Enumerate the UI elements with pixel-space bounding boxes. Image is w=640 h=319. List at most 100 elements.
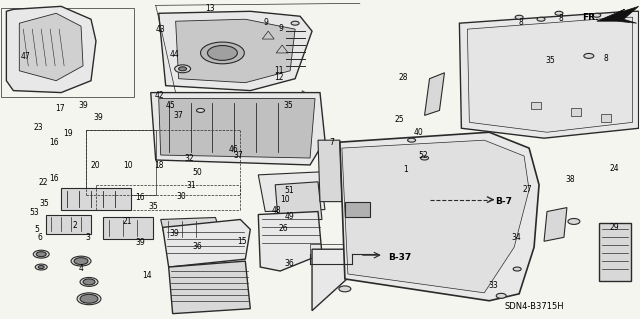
Text: 7: 7 — [329, 137, 334, 147]
Bar — [1, 8, 134, 97]
Circle shape — [80, 294, 98, 303]
Polygon shape — [151, 93, 325, 165]
Text: 35: 35 — [284, 101, 293, 110]
Text: 23: 23 — [33, 123, 43, 132]
Text: 16: 16 — [49, 137, 58, 147]
Text: 36: 36 — [285, 259, 294, 268]
Polygon shape — [531, 101, 541, 109]
Text: 49: 49 — [285, 212, 294, 221]
Text: 37: 37 — [173, 111, 184, 120]
Circle shape — [38, 266, 44, 269]
Text: 20: 20 — [91, 161, 100, 170]
Polygon shape — [424, 73, 444, 115]
Text: 35: 35 — [546, 56, 556, 65]
Text: 45: 45 — [165, 101, 175, 110]
Text: 37: 37 — [234, 151, 243, 160]
Polygon shape — [179, 99, 236, 115]
Text: 8: 8 — [559, 14, 563, 23]
Circle shape — [515, 15, 523, 19]
Text: 10: 10 — [123, 161, 132, 170]
Circle shape — [200, 42, 244, 64]
Bar — [86, 130, 156, 195]
Circle shape — [74, 258, 88, 264]
Text: 27: 27 — [522, 185, 532, 194]
Circle shape — [36, 252, 46, 257]
Circle shape — [291, 21, 299, 25]
Text: 8: 8 — [518, 19, 523, 27]
Polygon shape — [175, 19, 295, 83]
Text: 15: 15 — [237, 237, 247, 246]
Text: 26: 26 — [278, 224, 288, 233]
Text: 14: 14 — [142, 271, 152, 280]
Text: 8: 8 — [603, 55, 608, 63]
Text: 38: 38 — [565, 174, 575, 184]
Polygon shape — [307, 100, 317, 115]
Text: 51: 51 — [285, 186, 294, 195]
Text: 16: 16 — [49, 174, 58, 183]
Text: 39: 39 — [170, 229, 180, 238]
Circle shape — [71, 256, 91, 266]
Polygon shape — [19, 13, 83, 81]
Circle shape — [77, 293, 101, 305]
Text: 35: 35 — [40, 199, 49, 208]
Text: FR.: FR. — [582, 13, 599, 22]
Bar — [310, 244, 352, 264]
Polygon shape — [544, 208, 567, 241]
Polygon shape — [61, 188, 131, 210]
Text: 30: 30 — [176, 192, 186, 201]
Polygon shape — [302, 91, 312, 105]
Polygon shape — [259, 211, 322, 271]
Circle shape — [555, 11, 563, 15]
Text: 46: 46 — [229, 145, 239, 154]
Text: 50: 50 — [193, 168, 202, 177]
Polygon shape — [159, 99, 315, 158]
Text: 4: 4 — [79, 264, 83, 273]
Text: 39: 39 — [78, 100, 88, 110]
Polygon shape — [318, 140, 342, 202]
Circle shape — [408, 138, 415, 142]
Text: 44: 44 — [170, 50, 180, 59]
Polygon shape — [596, 6, 639, 23]
Circle shape — [35, 264, 47, 270]
Polygon shape — [259, 172, 325, 211]
Text: 53: 53 — [29, 208, 40, 217]
Text: 1: 1 — [404, 165, 408, 174]
Text: 29: 29 — [609, 223, 620, 232]
Text: 32: 32 — [184, 154, 194, 163]
Text: 9: 9 — [278, 24, 283, 33]
Polygon shape — [342, 140, 529, 293]
Text: B-7: B-7 — [495, 197, 512, 206]
Text: B-37: B-37 — [388, 253, 411, 262]
Text: 33: 33 — [488, 281, 498, 290]
Text: 35: 35 — [148, 203, 158, 211]
Polygon shape — [312, 249, 380, 311]
Circle shape — [568, 219, 580, 225]
Text: 10: 10 — [280, 196, 290, 204]
Text: 21: 21 — [123, 217, 132, 226]
Polygon shape — [599, 223, 630, 281]
Polygon shape — [161, 218, 223, 241]
Circle shape — [513, 267, 521, 271]
Text: SDN4-B3715H: SDN4-B3715H — [504, 302, 564, 311]
Text: 9: 9 — [264, 19, 268, 27]
Polygon shape — [169, 261, 250, 314]
Polygon shape — [262, 31, 274, 39]
Circle shape — [593, 13, 601, 17]
Text: 52: 52 — [419, 151, 428, 160]
Circle shape — [584, 54, 594, 58]
Text: 24: 24 — [609, 165, 620, 174]
Text: 47: 47 — [20, 52, 31, 61]
Circle shape — [83, 279, 95, 285]
Polygon shape — [601, 115, 611, 122]
Polygon shape — [163, 219, 250, 267]
Circle shape — [420, 156, 429, 160]
Text: 42: 42 — [155, 91, 164, 100]
Circle shape — [207, 46, 237, 60]
Text: 22: 22 — [38, 178, 47, 187]
Text: 19: 19 — [63, 129, 73, 138]
Polygon shape — [275, 182, 322, 221]
Text: 2: 2 — [72, 221, 77, 230]
Polygon shape — [46, 214, 91, 234]
Polygon shape — [571, 108, 581, 116]
Circle shape — [496, 293, 506, 298]
